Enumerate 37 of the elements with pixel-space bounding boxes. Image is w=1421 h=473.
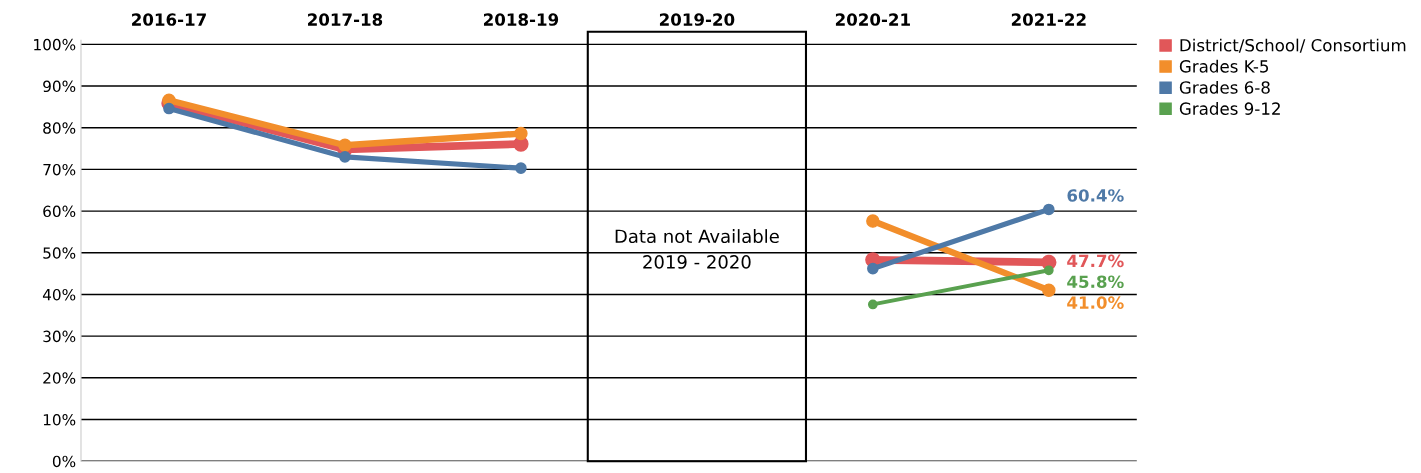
point — [339, 151, 351, 163]
point — [866, 214, 880, 228]
y-tick-label: 10% — [43, 413, 76, 426]
data-label: 47.7% — [1067, 254, 1124, 268]
y-tick-label: 30% — [43, 330, 76, 343]
y-tick-label: 70% — [43, 163, 76, 176]
data-label: 45.8% — [1067, 275, 1124, 289]
point — [1043, 265, 1054, 276]
y-tick-label: 20% — [43, 372, 76, 384]
point — [515, 162, 527, 174]
legend-label: Grades 6-8 — [1179, 80, 1270, 94]
data-label: 41.0% — [1067, 296, 1124, 309]
y-tick-label: 50% — [43, 247, 76, 259]
y-tick-label: 80% — [43, 122, 76, 134]
x-tick-label: 2020-21 — [835, 13, 910, 26]
x-tick-label: 2021-22 — [1011, 13, 1086, 26]
y-tick-label: 100% — [34, 38, 76, 51]
point — [867, 262, 879, 275]
data-label: 60.4% — [1067, 189, 1124, 202]
y-tick-label: 60% — [43, 205, 76, 218]
y-tick-label: 90% — [43, 80, 76, 93]
y-tick-label: 0% — [52, 455, 76, 468]
point — [514, 126, 528, 141]
point — [1043, 203, 1055, 216]
point — [338, 138, 352, 152]
legend-label: District/School/ Consortium — [1180, 38, 1406, 53]
legend-label: Grades 9-12 — [1179, 102, 1280, 115]
x-tick-label: 2016-17 — [132, 13, 206, 26]
x-tick-label: 2017-18 — [308, 13, 383, 26]
x-tick-label: 2019-20 — [659, 13, 735, 26]
point — [1042, 283, 1056, 298]
point — [163, 102, 175, 115]
point — [867, 299, 878, 310]
x-tick-label: 2018-19 — [483, 13, 559, 26]
legend-label: Grades K-5 — [1179, 59, 1269, 73]
y-tick-label: 40% — [42, 288, 76, 301]
annotation: Data not Available 2019 - 2020 — [615, 229, 779, 269]
